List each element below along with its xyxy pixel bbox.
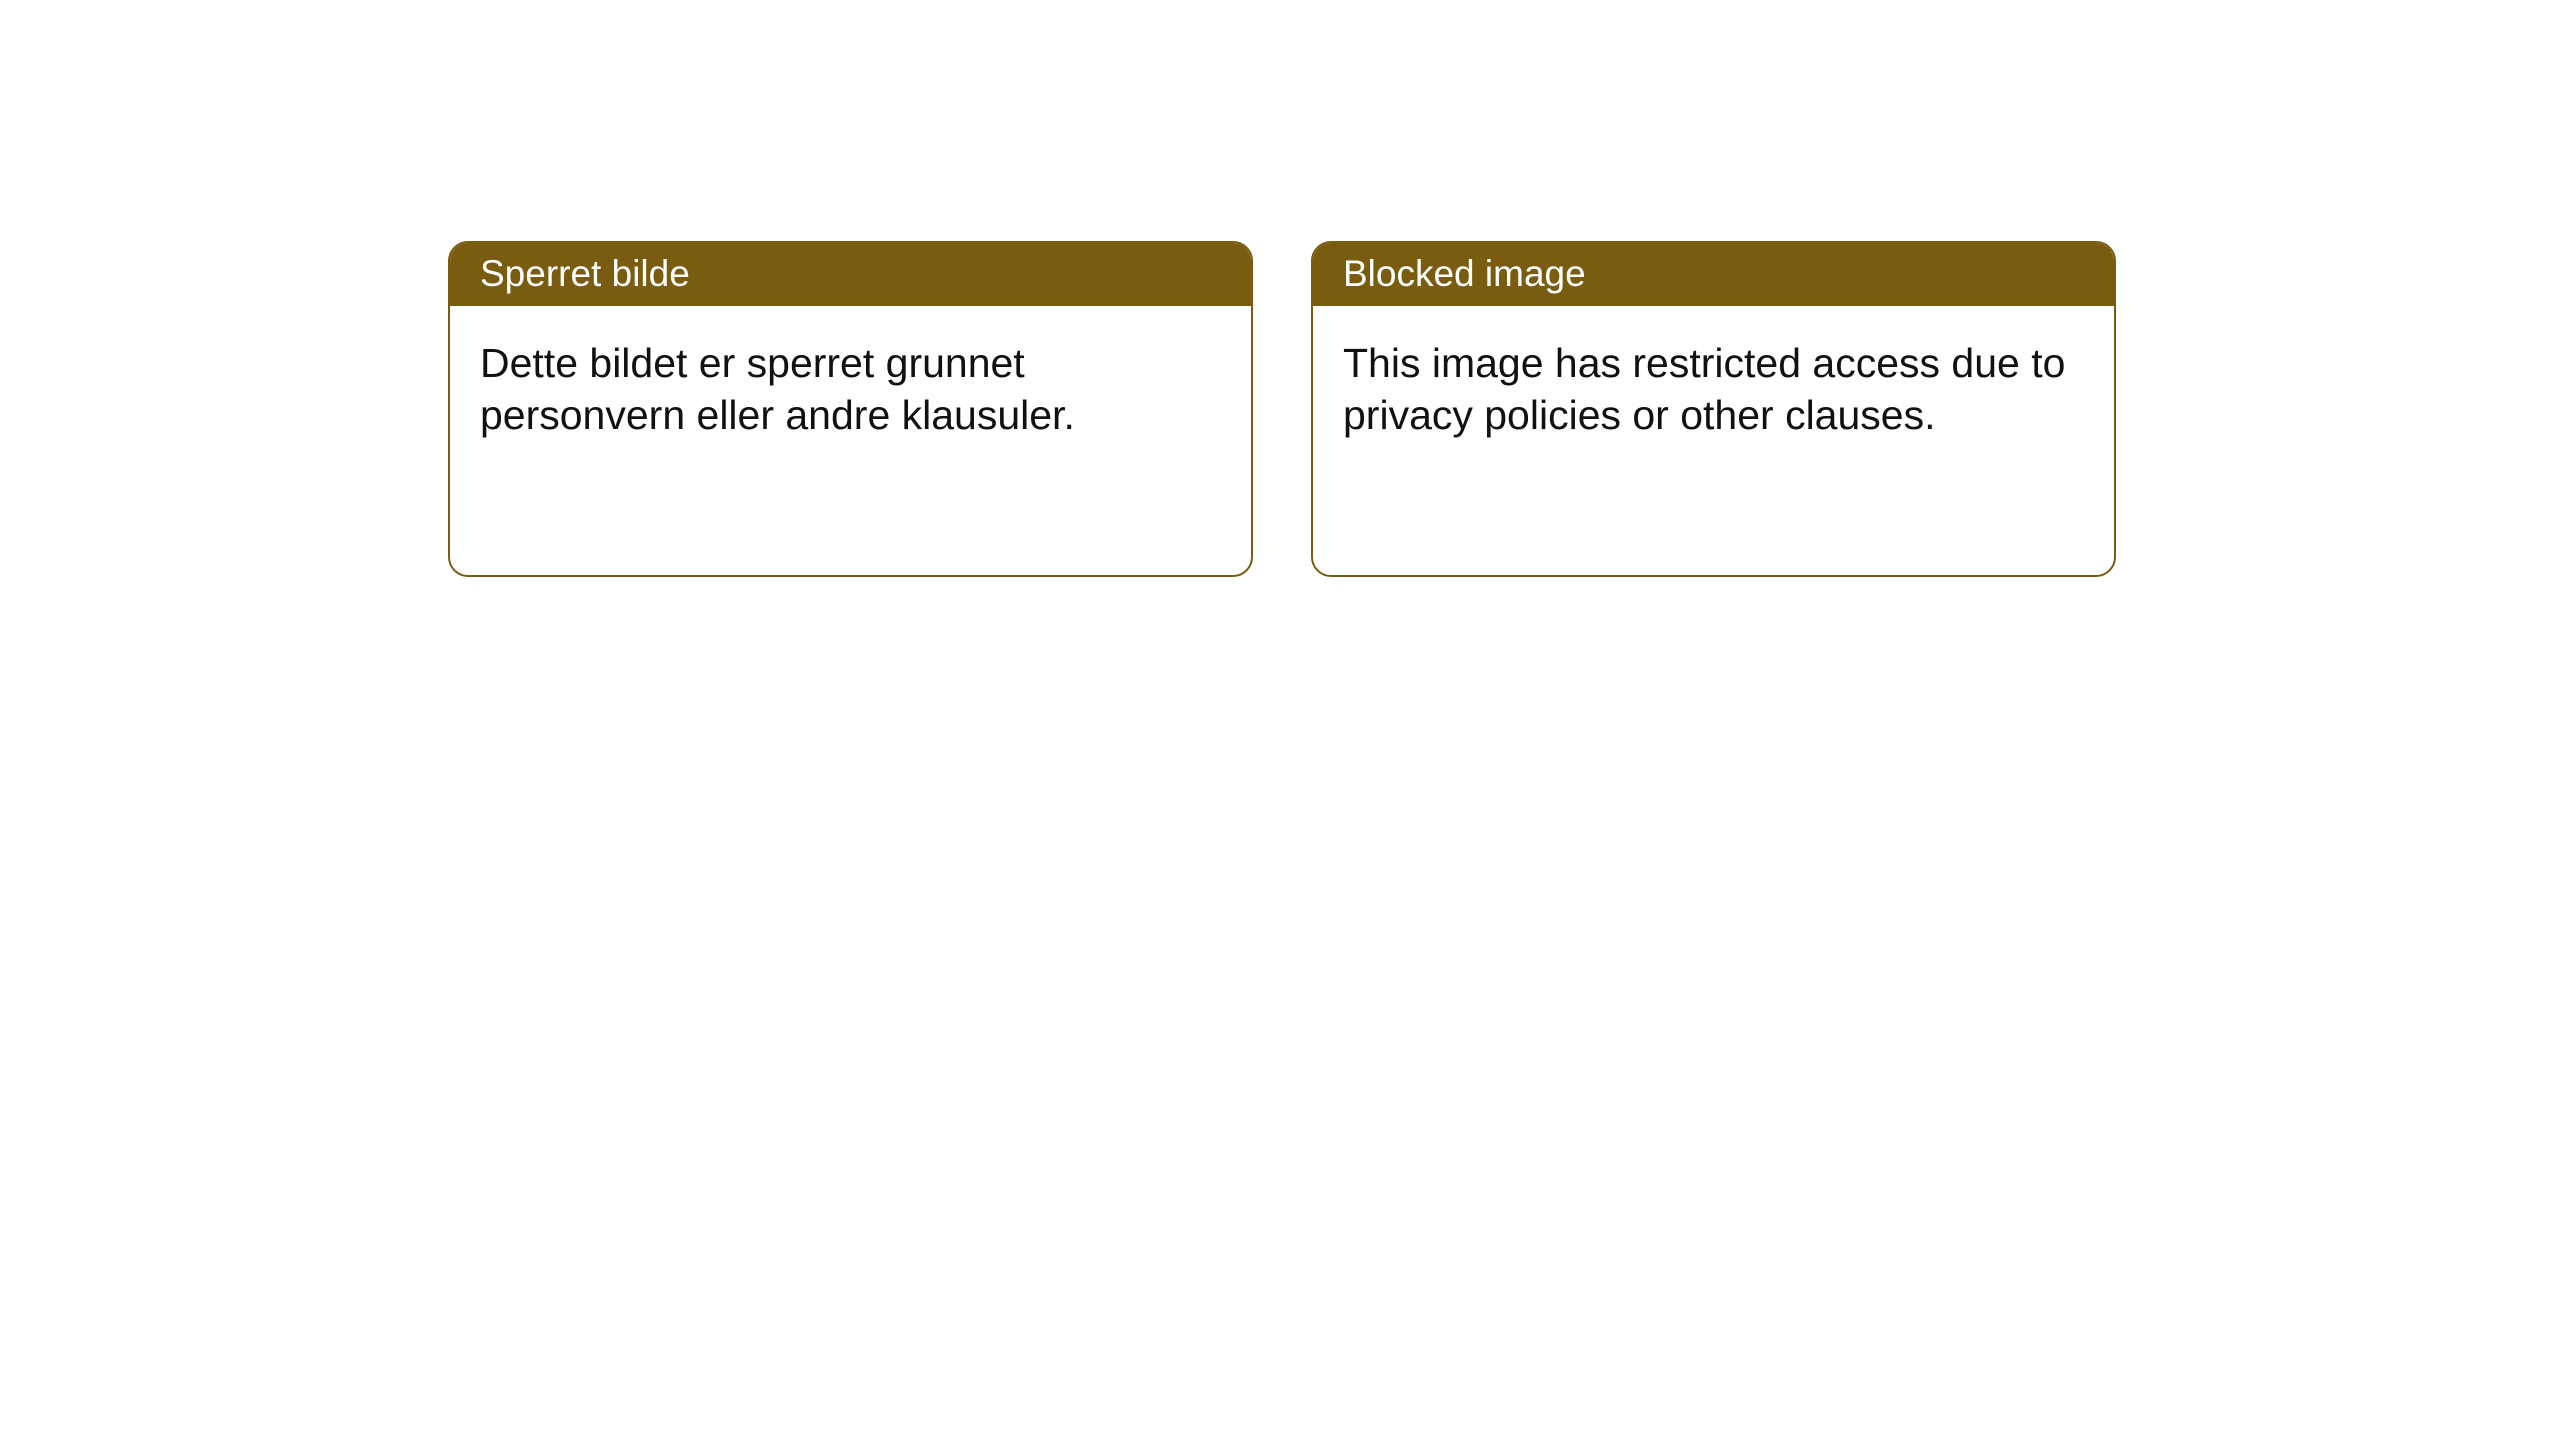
notice-header-no: Sperret bilde (450, 243, 1251, 306)
notice-container: Sperret bilde Dette bildet er sperret gr… (0, 0, 2560, 577)
notice-body-no: Dette bildet er sperret grunnet personve… (450, 306, 1251, 471)
notice-card-no: Sperret bilde Dette bildet er sperret gr… (448, 241, 1253, 577)
notice-header-en: Blocked image (1313, 243, 2114, 306)
notice-card-en: Blocked image This image has restricted … (1311, 241, 2116, 577)
notice-body-en: This image has restricted access due to … (1313, 306, 2114, 471)
